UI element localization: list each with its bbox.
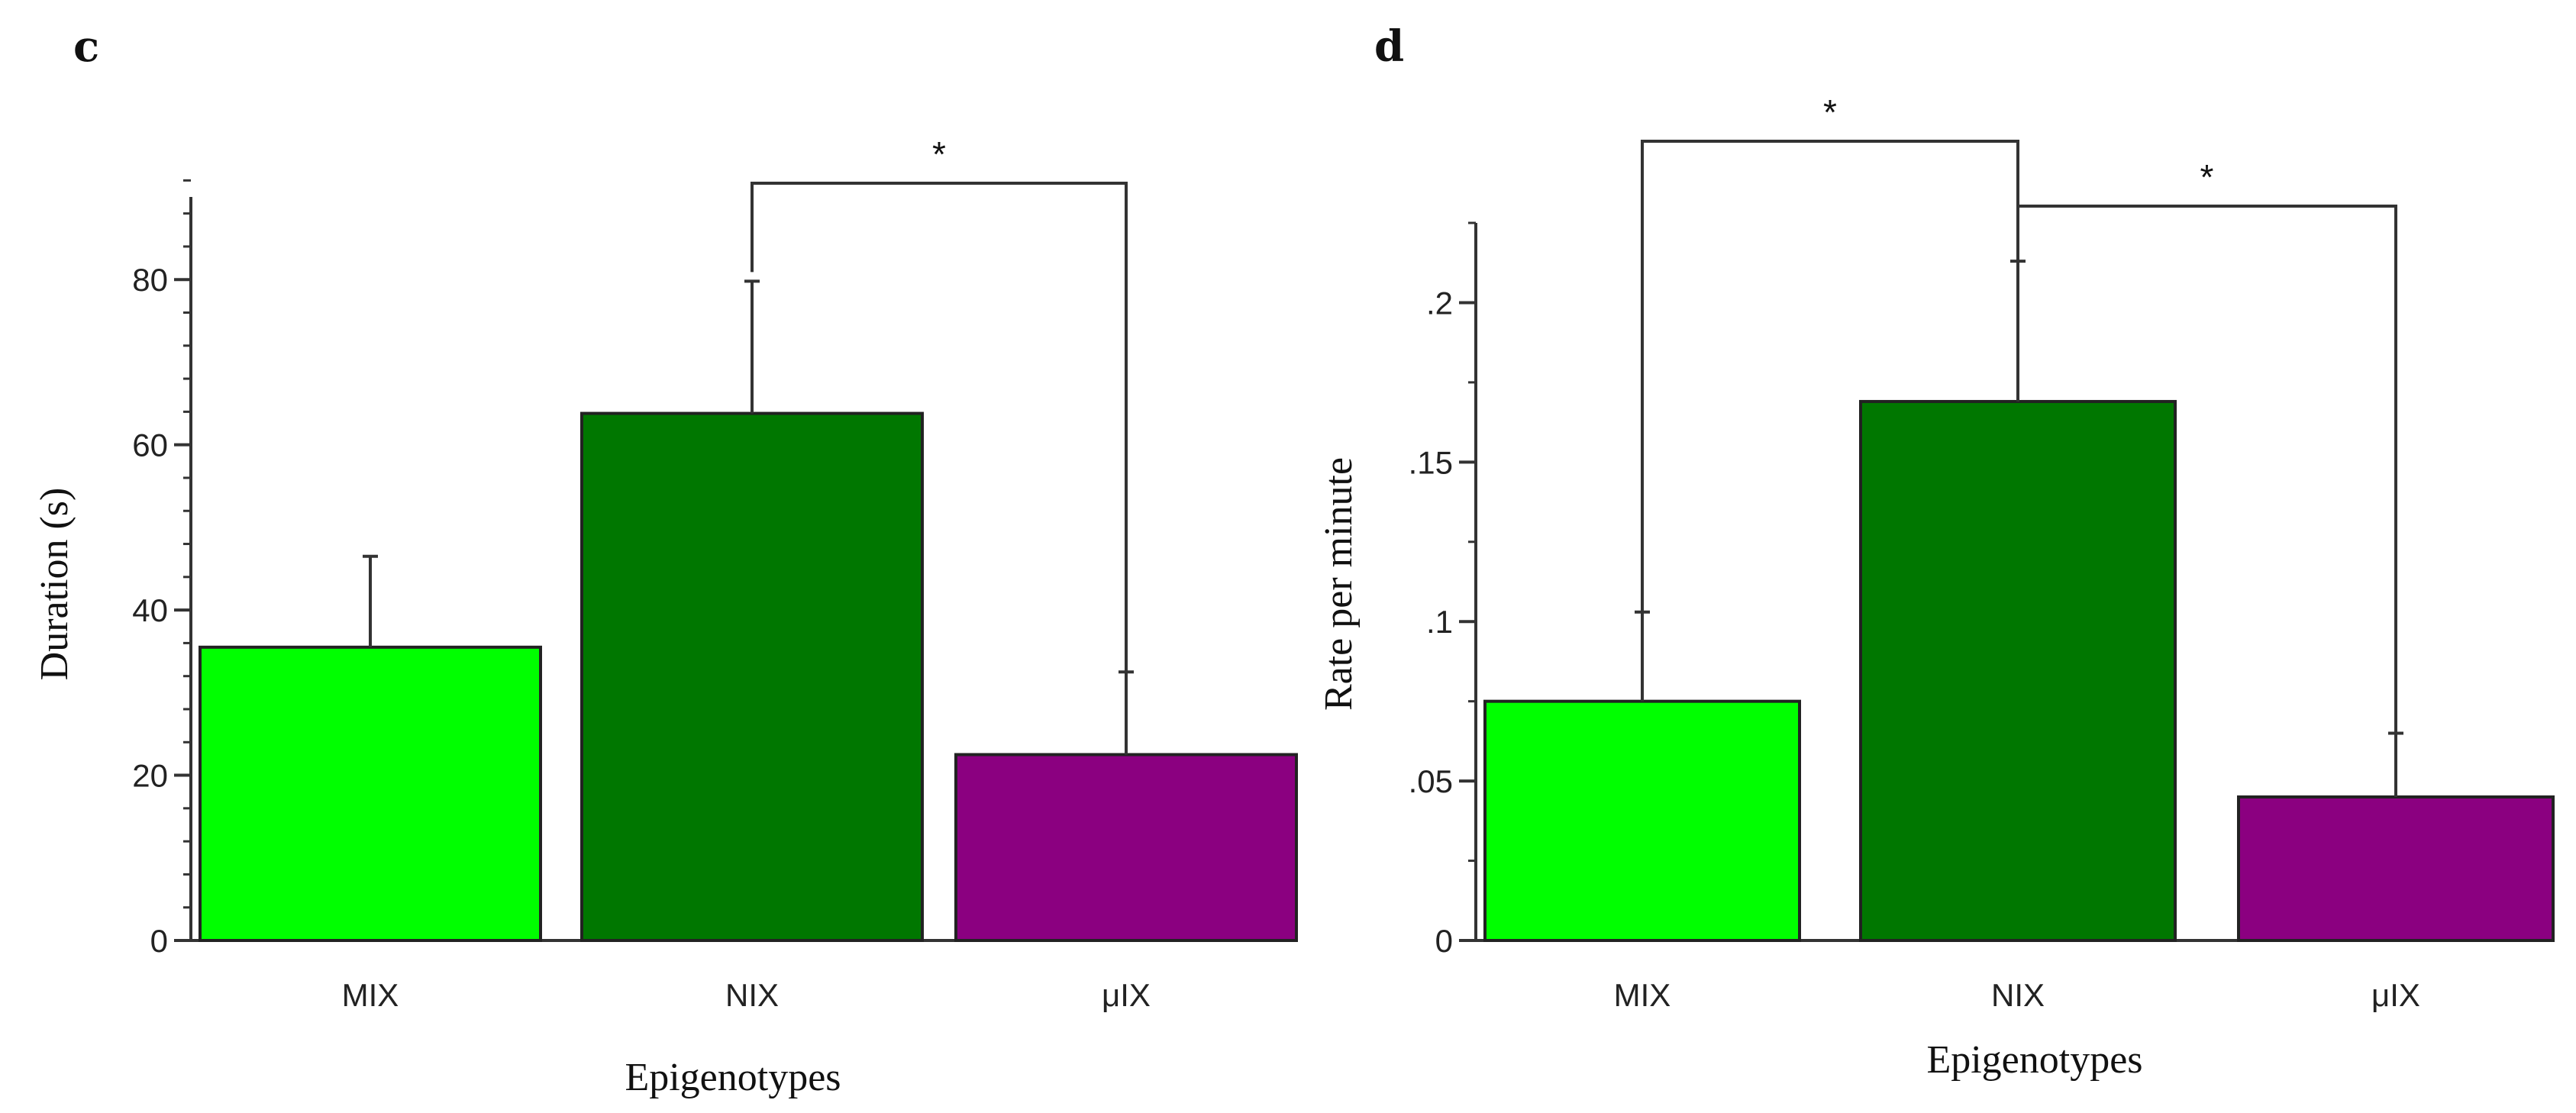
tick-labels-c: 0 20 40 60 80 MIX NIX μIX: [132, 262, 1151, 1013]
significance-bracket: [2016, 205, 2397, 734]
bars-d: [1483, 399, 2555, 943]
significance-brackets-c: *: [751, 134, 1128, 673]
y-axis-title-d: Rate per minute: [1317, 457, 1361, 711]
significance-brackets-d: **: [1641, 92, 2397, 734]
significance-star: *: [932, 134, 946, 174]
y-tick-label: .2: [1426, 285, 1453, 321]
y-tick-label: 40: [132, 592, 168, 628]
bar-μix: [2237, 795, 2555, 942]
chart-panel-d: d Rate per minute Epigenotypes ** 0.05.1…: [1317, 21, 2555, 1082]
y-tick-label: .1: [1426, 604, 1453, 640]
x-tick-label: μIX: [1102, 977, 1151, 1013]
bar-μix: [954, 753, 1298, 942]
y-tick-label: .15: [1409, 444, 1453, 480]
panel-letter-c: c: [73, 21, 99, 72]
y-tick-label: 60: [132, 427, 168, 463]
x-tick-label: NIX: [725, 977, 779, 1013]
x-tick-label: μIX: [2371, 977, 2420, 1013]
bars-c: [199, 411, 1298, 942]
y-tick-label: 0: [150, 923, 168, 959]
error-bars-d: [1635, 260, 2403, 797]
y-tick-label: 0: [1435, 923, 1453, 959]
y-tick-label: 80: [132, 262, 168, 298]
x-axis-title-d: Epigenotypes: [1926, 1038, 2142, 1082]
bar-nix: [1859, 399, 2177, 942]
panel-letter-d: d: [1374, 21, 1404, 72]
bar-nix: [580, 411, 924, 942]
bar-mix: [1483, 699, 1801, 943]
significance-bracket: [751, 182, 1128, 673]
significance-star: *: [1823, 92, 1837, 132]
x-tick-label: MIX: [1614, 977, 1671, 1013]
y-tick-label: .05: [1409, 763, 1453, 799]
bar-mix: [199, 645, 542, 942]
chart-panel-c: c Duration (s) Epigenotypes * 0 20 40 60 80 M…: [33, 21, 1298, 1099]
significance-star: *: [2200, 157, 2214, 197]
significance-bracket: [1641, 140, 2019, 612]
x-tick-label: MIX: [342, 977, 399, 1013]
x-axis-title-c: Epigenotypes: [625, 1056, 841, 1099]
tick-labels-d: 0 .05 .1 .15 .2 MIX NIX μIX: [1409, 285, 2420, 1013]
y-tick-label: 20: [132, 758, 168, 794]
x-tick-label: NIX: [1991, 977, 2045, 1013]
y-axis-title-c: Duration (s): [33, 488, 76, 681]
